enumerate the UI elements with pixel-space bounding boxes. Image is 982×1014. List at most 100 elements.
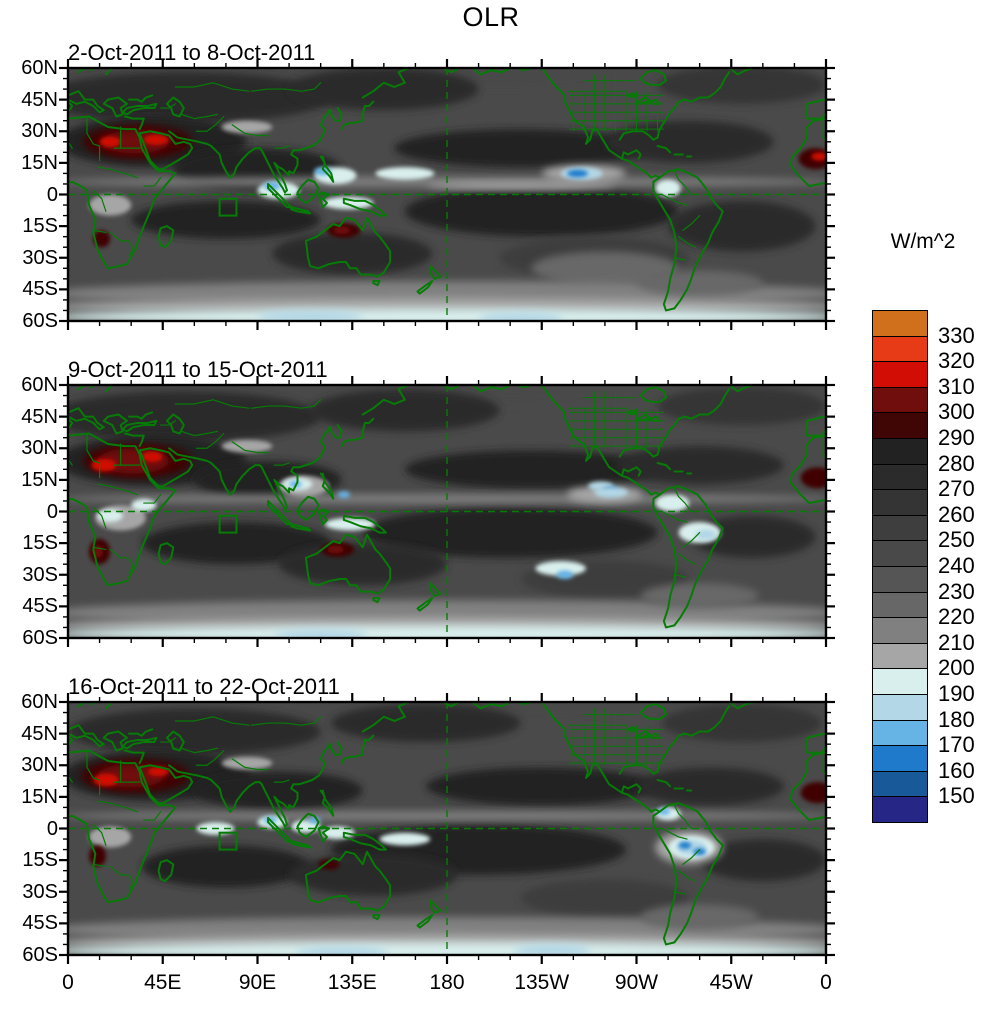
country-border [143,811,162,821]
coastline [68,734,74,749]
lat-tick-label-p1: 15S [22,215,58,238]
coastline [138,447,194,488]
colorbar-tick-label: 200 [938,655,975,681]
coastline [138,130,194,171]
coastline [898,131,951,169]
coastline [471,68,512,76]
reference-dashed-lines [68,702,826,955]
country-border [92,546,107,551]
country-border [851,824,864,845]
coastline [639,69,667,86]
coastline [864,702,870,708]
lon-tick-label: 45E [144,971,182,994]
country-border [682,214,701,231]
colorbar-tick-label: 220 [938,604,975,630]
colorbar-tick-label: 180 [938,706,975,732]
coastline [168,743,333,828]
contour-fill-layer [68,702,932,955]
colorbar-swatch-2 [872,361,928,388]
country-border [174,716,250,726]
coastline [849,385,853,387]
coastline [68,115,177,270]
coastlines-layer [68,385,864,629]
country-border [940,114,976,118]
country-border [678,236,697,248]
coastline [471,702,512,710]
index-region-box [218,831,238,851]
coastline [342,514,387,534]
country-border [181,113,219,120]
coastline [290,523,312,532]
colorbar-swatch-17 [872,745,928,772]
country-border [851,507,864,528]
coastline [881,104,915,115]
coastline [540,68,661,179]
coastline [789,751,826,822]
country-border [661,827,688,840]
lat-tick-label-p3: 60S [22,944,58,966]
reference-dashed-lines [68,385,826,638]
coastline [825,94,826,101]
country-border [682,848,701,865]
lat-tick-label-p2: 30N [21,437,58,460]
coastline [652,802,724,946]
coastline [620,783,642,794]
coastline [157,542,175,566]
coastlines-layer [68,702,932,946]
map-canvas-2 [59,376,835,647]
us-state-grid [567,708,664,766]
country-border [92,823,107,846]
colorbar-swatch-7 [872,489,928,516]
coastline [639,386,667,403]
country-border [933,83,982,91]
panel-3-title: 16-Oct-2011 to 22-Oct-2011 [68,674,340,699]
coastline [620,149,642,160]
lat-tick-label-p2: 15N [21,468,58,491]
country-border [868,866,887,874]
country-border [673,574,686,578]
coastline [121,419,158,433]
coastline [862,98,885,117]
lat-tick-label-p2: 45N [21,405,58,428]
coastline [267,816,293,843]
coastline [789,434,826,505]
country-border [96,483,139,496]
coastline [883,116,902,129]
lon-tick-label: 45W [709,971,753,994]
coastline [319,155,335,183]
coastline [540,702,661,813]
coastline [319,789,335,817]
coastline [128,94,154,103]
coastline [372,913,381,921]
colorbar-tick-label: 240 [938,553,975,578]
country-border [231,758,269,771]
lon-tick-label: 135W [514,971,570,994]
coastline [825,411,826,418]
colorbar-swatch-18 [872,770,928,798]
country-border [661,510,688,523]
country-border [855,167,895,178]
coastline [927,110,982,192]
country-border [851,230,864,232]
coastline [157,225,175,249]
coastline [68,100,74,115]
lat-tick-label-p2: 15S [22,532,58,555]
coastline [372,596,381,604]
country-border [673,487,692,513]
colorbar-tick-label: 270 [938,476,975,502]
coastline [328,741,343,756]
coastline [138,764,194,805]
coastline [917,860,932,881]
colorbar-tick-label: 190 [938,681,975,706]
country-border [68,457,73,466]
coastline [128,411,154,420]
coastline [317,508,331,526]
coastline [887,95,910,101]
country-border [250,82,322,92]
country-border [92,863,107,868]
coastline [652,168,724,312]
lon-tick-label: 0 [820,971,832,994]
coastline [304,533,392,595]
index-region-box [218,514,238,534]
coastline [340,417,375,448]
